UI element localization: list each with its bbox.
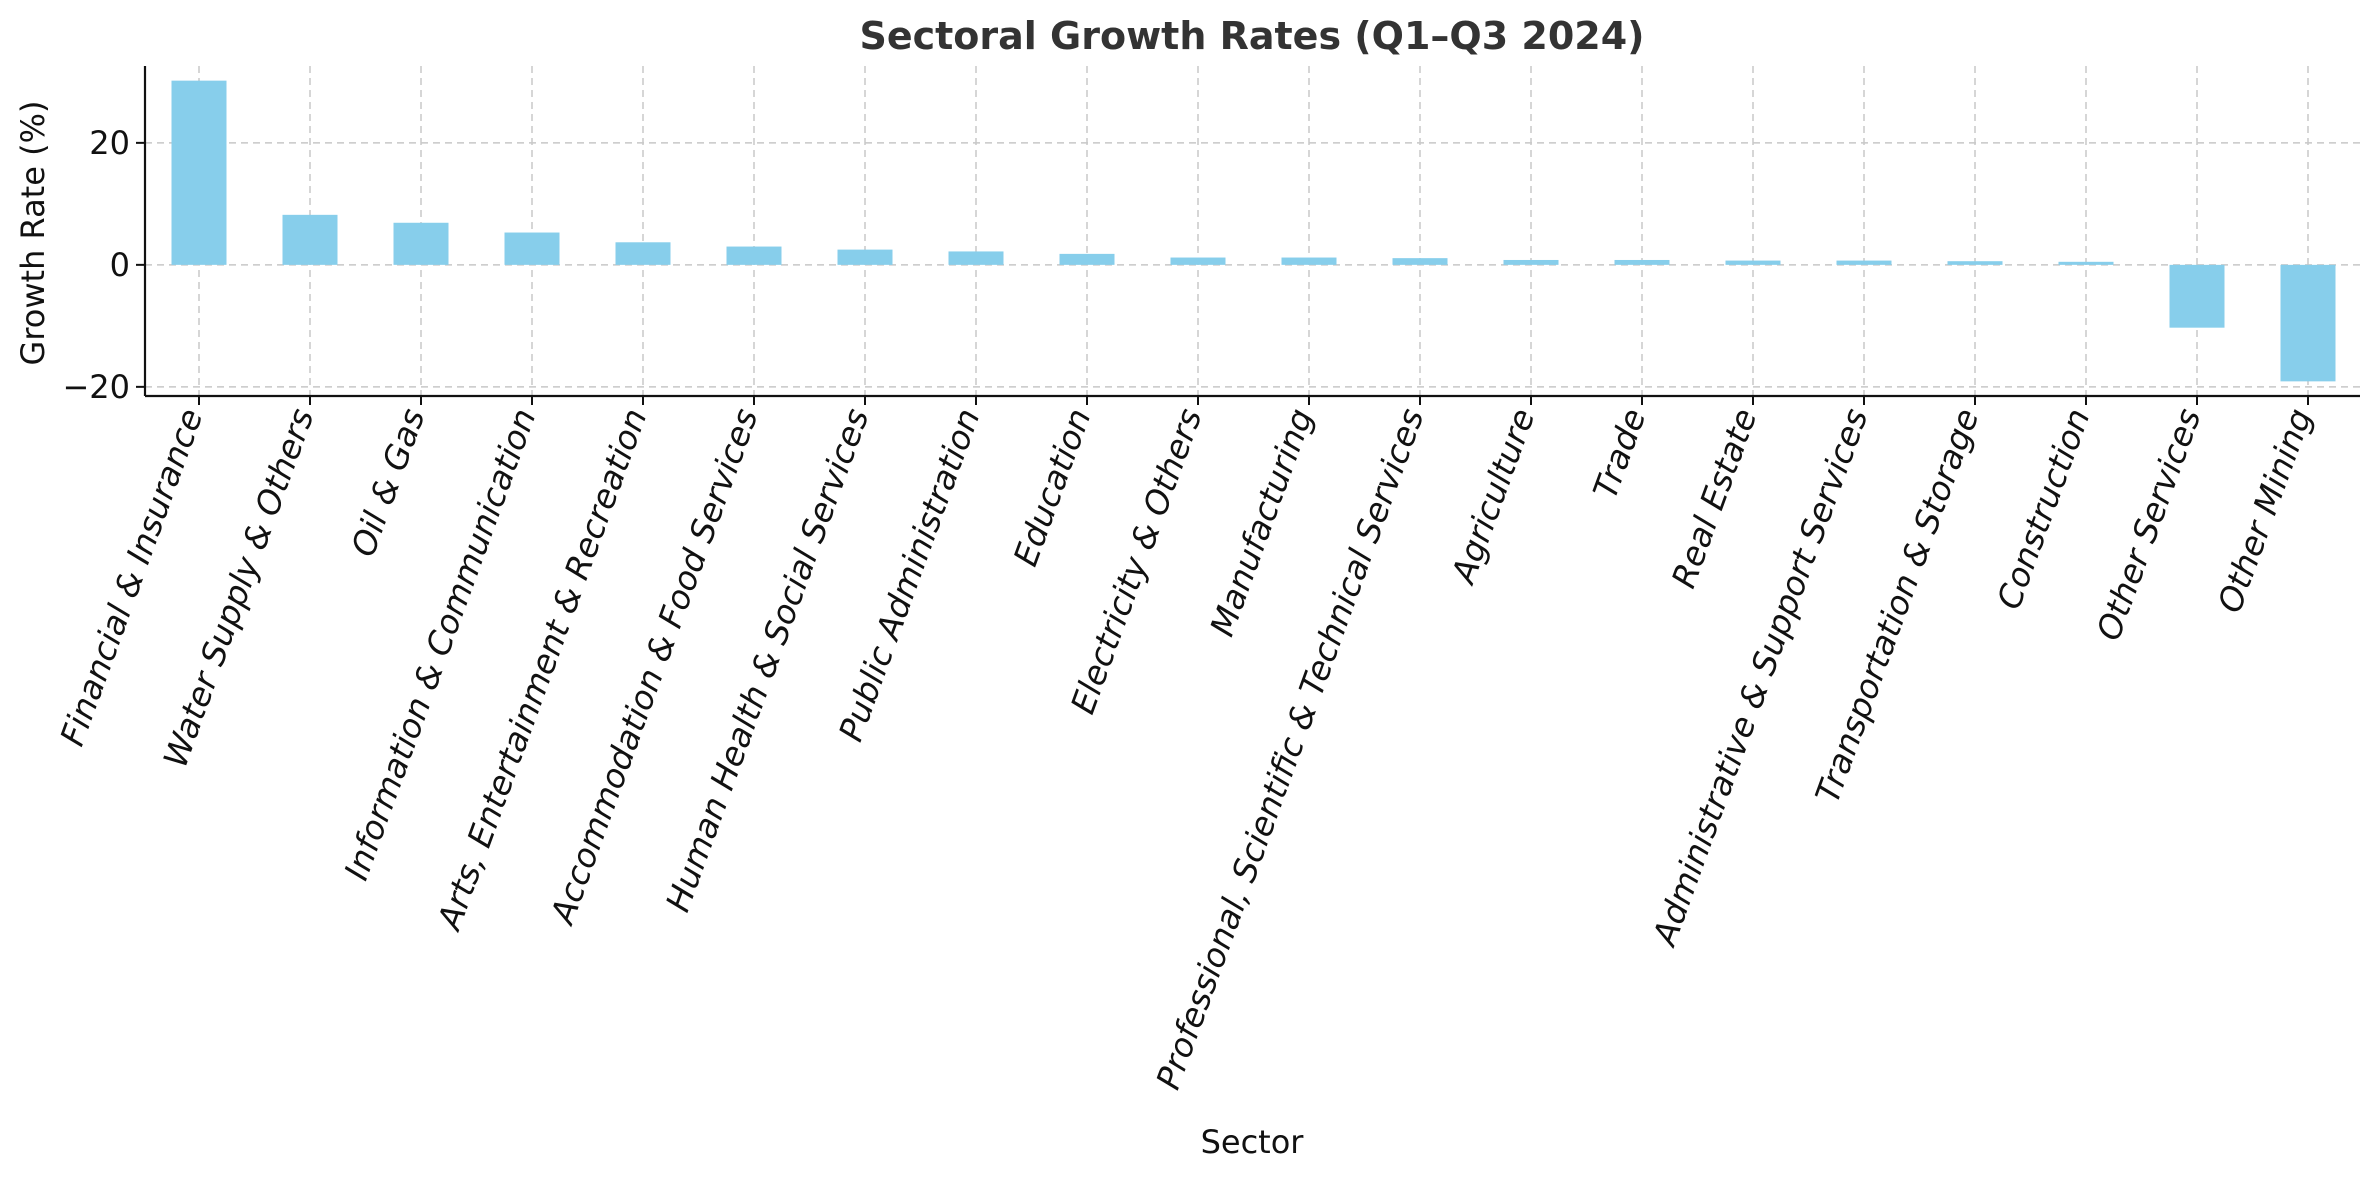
bar — [1503, 259, 1559, 265]
y-tick-label: 20 — [89, 124, 130, 162]
y-tick-label: −20 — [62, 368, 130, 406]
axis-layer — [143, 66, 2360, 398]
x-tick-label: Other Services — [2089, 403, 2209, 645]
x-tick-label: Professional, Scientific & Technical Ser… — [1148, 403, 1431, 1094]
y-tick-label: 0 — [110, 246, 130, 284]
x-axis-label: Sector — [1201, 1123, 1305, 1161]
x-tick-label: Manufacturing — [1202, 403, 1320, 641]
x-tick-label: Administrative & Support Services — [1644, 403, 1875, 952]
bar — [1614, 259, 1670, 265]
bar — [1281, 257, 1337, 265]
bar — [504, 232, 560, 265]
x-tick-label: Education — [1006, 403, 1099, 571]
grid-layer — [145, 66, 2360, 396]
bar — [1725, 260, 1781, 265]
x-tick-label: Oil & Gas — [343, 403, 432, 561]
chart-title: Sectoral Growth Rates (Q1–Q3 2024) — [859, 14, 1644, 58]
bar — [2058, 261, 2114, 265]
x-tick-label: Agriculture — [1443, 403, 1543, 589]
bar — [948, 251, 1004, 265]
bar — [1947, 261, 2003, 265]
x-tick-label: Information & Communication — [336, 403, 543, 885]
bar — [726, 246, 782, 265]
bar — [1059, 253, 1115, 265]
bar-layer — [171, 80, 2336, 382]
bar — [1170, 257, 1226, 265]
bar — [615, 242, 671, 265]
x-tick-label: Construction — [1989, 403, 2098, 614]
x-tick-label: Arts, Entertainment & Recreation — [429, 403, 655, 936]
bar — [282, 214, 338, 265]
bar — [1392, 258, 1448, 265]
x-tick-label: Accommodation & Food Services — [542, 403, 766, 930]
bar — [393, 222, 449, 265]
bar — [2169, 264, 2225, 328]
bar — [1836, 260, 1892, 265]
x-tick-label: Other Mining — [2210, 403, 2320, 617]
y-axis-label: Growth Rate (%) — [14, 101, 52, 366]
x-tick-label: Real Estate — [1664, 403, 1765, 593]
x-tick-label: Human Health & Social Services — [658, 403, 877, 916]
bar — [837, 249, 893, 265]
x-tick-label: Trade — [1585, 403, 1653, 503]
bar — [171, 80, 227, 265]
bar — [2280, 264, 2336, 382]
